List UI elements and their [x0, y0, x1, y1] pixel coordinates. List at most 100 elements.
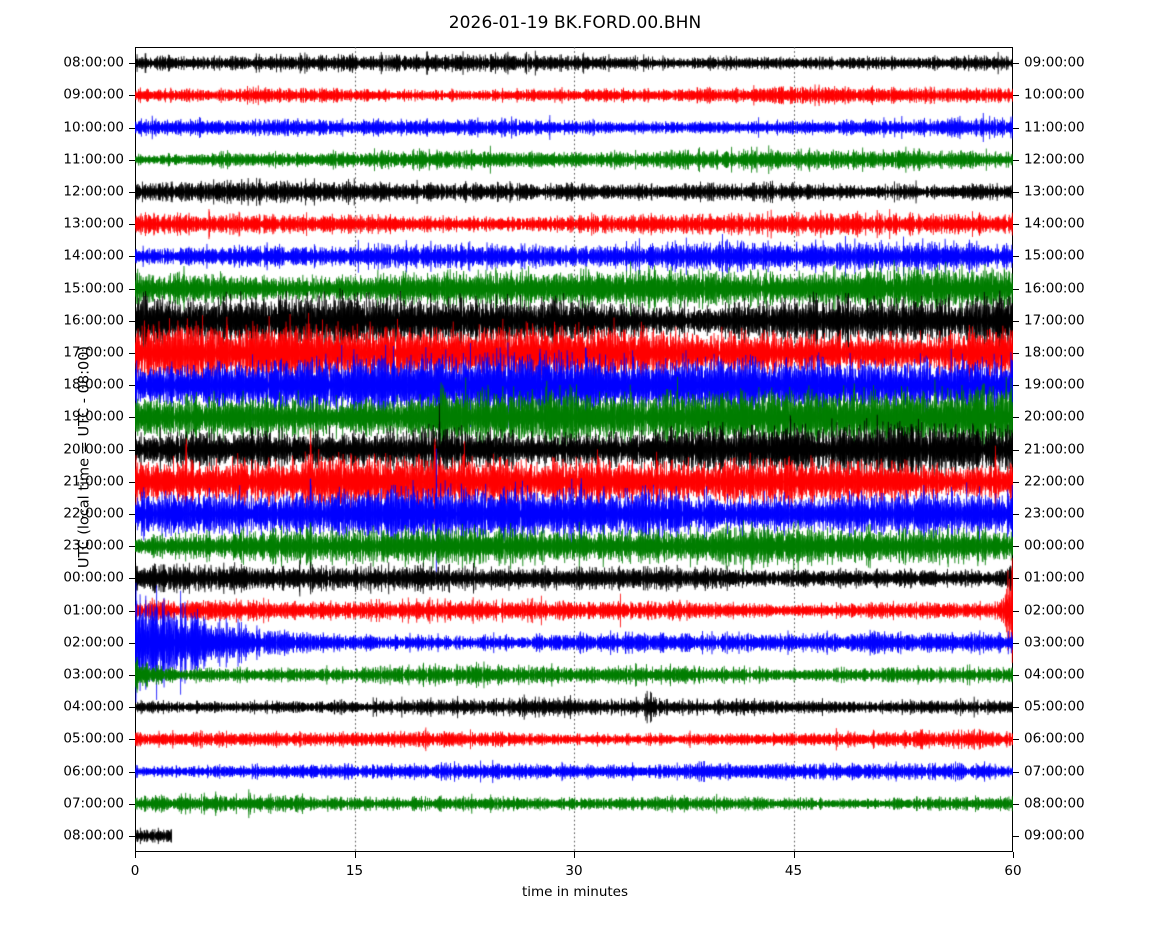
y-tick-label-right: 02:00:00	[1024, 601, 1085, 618]
y-tick-mark-right	[1013, 578, 1019, 580]
y-tick-mark-right	[1013, 513, 1019, 515]
y-tick-mark-left	[129, 578, 135, 580]
seismogram-traces-canvas	[135, 47, 1013, 852]
y-tick-label-left: 08:00:00	[63, 54, 124, 71]
y-tick-mark-left	[129, 674, 135, 676]
y-tick-label-left: 06:00:00	[63, 762, 124, 779]
y-tick-mark-left	[129, 95, 135, 97]
y-tick-mark-left	[129, 191, 135, 193]
y-tick-label-left: 07:00:00	[63, 794, 124, 811]
y-tick-label-left: 22:00:00	[63, 505, 124, 522]
y-tick-mark-right	[1013, 674, 1019, 676]
x-tick-mark	[574, 852, 575, 858]
y-tick-label-left: 19:00:00	[63, 408, 124, 425]
y-tick-label-left: 20:00:00	[63, 440, 124, 457]
y-tick-mark-right	[1013, 771, 1019, 773]
y-tick-label-right: 14:00:00	[1024, 215, 1085, 232]
x-tick-label: 15	[345, 863, 364, 879]
y-tick-mark-left	[129, 256, 135, 258]
y-tick-label-left: 10:00:00	[63, 118, 124, 135]
y-tick-label-right: 16:00:00	[1024, 279, 1085, 296]
y-tick-mark-left	[129, 481, 135, 483]
y-tick-label-left: 12:00:00	[63, 183, 124, 200]
y-tick-mark-left	[129, 739, 135, 741]
y-tick-mark-right	[1013, 385, 1019, 387]
x-tick-mark	[793, 852, 795, 858]
x-tick-mark	[354, 852, 356, 858]
y-tick-mark-right	[1013, 835, 1019, 837]
y-tick-label-right: 20:00:00	[1024, 408, 1085, 425]
y-tick-mark-right	[1013, 803, 1019, 805]
x-axis-label: time in minutes	[521, 884, 629, 900]
y-tick-mark-right	[1013, 417, 1019, 419]
y-tick-label-right: 22:00:00	[1024, 472, 1085, 489]
y-tick-label-right: 01:00:00	[1024, 569, 1085, 586]
y-tick-mark-right	[1013, 642, 1019, 644]
y-tick-mark-left	[129, 642, 135, 644]
y-tick-label-right: 09:00:00	[1024, 827, 1085, 844]
y-tick-label-left: 14:00:00	[63, 247, 124, 264]
y-tick-label-left: 16:00:00	[63, 311, 124, 328]
y-tick-label-right: 17:00:00	[1024, 311, 1085, 328]
y-tick-label-right: 19:00:00	[1024, 376, 1085, 393]
page-title: 2026-01-19 BK.FORD.00.BHN	[448, 13, 702, 33]
y-tick-label-right: 06:00:00	[1024, 730, 1085, 747]
y-tick-mark-left	[129, 127, 135, 129]
y-tick-mark-right	[1013, 127, 1019, 129]
y-tick-mark-left	[129, 546, 135, 548]
y-tick-mark-right	[1013, 739, 1019, 741]
y-tick-label-left: 02:00:00	[63, 633, 124, 650]
x-tick-label: 60	[1004, 863, 1022, 879]
x-tick-mark	[135, 852, 136, 858]
y-tick-label-left: 01:00:00	[63, 601, 124, 618]
y-tick-label-left: 23:00:00	[63, 537, 124, 554]
y-tick-mark-right	[1013, 546, 1019, 548]
y-tick-mark-left	[129, 803, 135, 805]
y-tick-mark-right	[1013, 449, 1019, 451]
y-tick-label-right: 18:00:00	[1024, 344, 1085, 361]
y-axis-label: UTC (local time = UTC - 08:00)	[76, 345, 93, 569]
y-tick-mark-right	[1013, 288, 1019, 290]
y-tick-label-right: 23:00:00	[1024, 505, 1085, 522]
y-tick-mark-left	[129, 63, 135, 65]
y-tick-label-right: 05:00:00	[1024, 698, 1085, 715]
y-tick-mark-left	[129, 320, 135, 322]
y-tick-label-left: 08:00:00	[63, 827, 124, 844]
y-tick-mark-right	[1013, 159, 1019, 161]
x-tick-label: 45	[784, 863, 803, 879]
y-tick-label-right: 21:00:00	[1024, 440, 1085, 457]
y-tick-label-right: 09:00:00	[1024, 54, 1085, 71]
y-tick-mark-left	[129, 352, 135, 354]
y-tick-mark-right	[1013, 191, 1019, 193]
y-tick-label-right: 13:00:00	[1024, 183, 1085, 200]
y-tick-mark-right	[1013, 707, 1019, 709]
y-tick-label-left: 05:00:00	[63, 730, 124, 747]
y-tick-mark-left	[129, 771, 135, 773]
y-tick-mark-left	[129, 610, 135, 612]
x-tick-label: 30	[565, 863, 583, 879]
y-tick-label-right: 08:00:00	[1024, 794, 1085, 811]
y-tick-label-right: 15:00:00	[1024, 247, 1085, 264]
y-tick-label-right: 10:00:00	[1024, 86, 1085, 103]
y-tick-label-right: 00:00:00	[1024, 537, 1085, 554]
y-tick-mark-left	[129, 159, 135, 161]
y-tick-mark-right	[1013, 352, 1019, 354]
y-tick-label-right: 07:00:00	[1024, 762, 1085, 779]
y-tick-label-left: 04:00:00	[63, 698, 124, 715]
y-tick-mark-left	[129, 385, 135, 387]
y-tick-mark-left	[129, 224, 135, 226]
y-tick-label-left: 00:00:00	[63, 569, 124, 586]
y-tick-mark-left	[129, 707, 135, 709]
y-tick-label-left: 17:00:00	[63, 344, 124, 361]
y-tick-label-right: 03:00:00	[1024, 633, 1085, 650]
y-tick-mark-right	[1013, 63, 1019, 65]
x-tick-mark	[1013, 852, 1014, 858]
y-tick-label-right: 12:00:00	[1024, 150, 1085, 167]
y-tick-label-left: 15:00:00	[63, 279, 124, 296]
y-tick-label-right: 11:00:00	[1024, 118, 1085, 135]
y-tick-label-left: 09:00:00	[63, 86, 124, 103]
y-tick-label-left: 13:00:00	[63, 215, 124, 232]
x-tick-label: 0	[130, 863, 140, 879]
y-tick-label-left: 03:00:00	[63, 666, 124, 683]
